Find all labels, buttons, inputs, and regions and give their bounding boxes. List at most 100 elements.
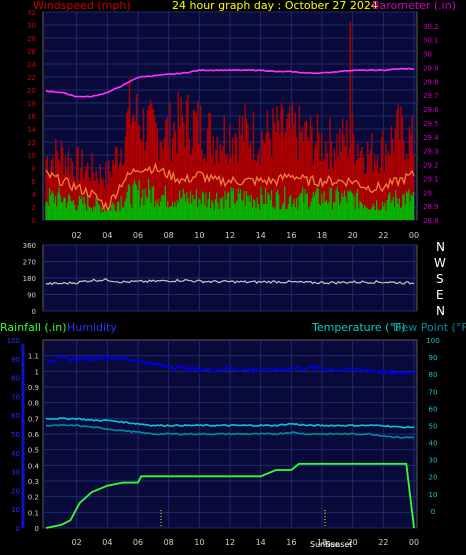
humidity-line — [45, 353, 415, 377]
baro-y-tick-label: 29.7 — [423, 92, 439, 100]
dewpoint-line — [45, 423, 414, 439]
baro-y-tick-label: 28.8 — [423, 217, 439, 225]
climate-x-tick-label: 12 — [225, 538, 235, 547]
baro-y-tick-label: 29 — [423, 189, 432, 197]
wind-x-tick-label: 06 — [133, 231, 143, 240]
temp-y-tick-label: 30 — [429, 457, 438, 465]
wind-y-tick-label: 16 — [27, 113, 36, 121]
baro-y-tick-label: 29.1 — [423, 175, 439, 183]
humidity-y-tick-label: 20 — [11, 487, 20, 495]
wind-x-tick-label: 14 — [256, 231, 266, 240]
dewpoint-axis-label: Dew Point (°F) — [393, 321, 466, 334]
temp-y-tick-label: 100 — [426, 337, 439, 345]
wind-average-line — [45, 162, 415, 212]
sunset-label: Sunset — [325, 540, 352, 549]
rain-y-tick-label: 0.6 — [28, 431, 40, 439]
temp-y-tick-label: 20 — [429, 474, 438, 482]
direction-letter-s: S — [436, 272, 444, 286]
wind-x-tick-label: 04 — [102, 231, 112, 240]
wind-y-tick-label: 22 — [27, 74, 36, 82]
climate-x-tick-label: 06 — [133, 538, 143, 547]
humidity-y-tick-label: 10 — [11, 506, 20, 514]
direction-letter-w: W — [434, 256, 446, 270]
direction-letter-e: E — [436, 288, 444, 302]
humidity-y-tick-label: 100 — [7, 337, 20, 345]
wind-y-tick-label: 26 — [27, 48, 36, 56]
wind-y-tick-label: 2 — [32, 204, 36, 212]
axis-ticks: 02 04 06 08 10 12 14 16 18 20 22 000246810121416182… — [7, 9, 440, 547]
rain-y-tick-label: 0.3 — [28, 478, 39, 486]
climate-x-tick-label: 04 — [102, 538, 112, 547]
sunrise-label: Sunrise — [310, 540, 340, 549]
climate-x-tick-label: 10 — [194, 538, 204, 547]
climate-x-tick-label: 16 — [286, 538, 296, 547]
wind-y-tick-label: 20 — [27, 87, 36, 95]
wind-x-tick-label: 12 — [225, 231, 235, 240]
direction-y-tick-label: 270 — [23, 259, 36, 267]
baro-y-tick-label: 29.6 — [423, 106, 439, 114]
temp-y-tick-label: 40 — [429, 440, 438, 448]
temp-y-tick-label: 60 — [429, 405, 438, 413]
temp-y-tick-label: 80 — [429, 371, 438, 379]
baro-y-tick-label: 29.8 — [423, 78, 439, 86]
temperature-axis-label: Temperature (°F) — [311, 321, 406, 334]
rain-y-tick-label: 0.9 — [28, 384, 39, 392]
wind-y-tick-label: 4 — [32, 191, 37, 199]
humidity-y-tick-label: 0 — [16, 525, 20, 533]
wind-y-tick-label: 18 — [27, 100, 36, 108]
direction-y-tick-label: 360 — [23, 242, 36, 250]
chart-title: 24 hour graph day : October 27 2024 — [172, 0, 378, 12]
wind-x-tick-label: 22 — [378, 231, 388, 240]
rain-y-tick-label: 0.5 — [28, 447, 39, 455]
humidity-y-tick-label: 70 — [11, 393, 20, 401]
baro-y-tick-label: 29.9 — [423, 64, 439, 72]
baro-y-tick-label: 29.5 — [423, 120, 439, 128]
wind-x-tick-label: 10 — [194, 231, 204, 240]
wind-y-tick-label: 10 — [27, 152, 36, 160]
rainfall-line — [45, 462, 415, 529]
baro-y-tick-label: 29.4 — [423, 134, 439, 142]
rain-y-tick-label: 0.7 — [28, 415, 39, 423]
temp-y-tick-label: 50 — [429, 422, 438, 430]
humidity-y-tick-label: 30 — [11, 469, 20, 477]
direction-letter-n-bottom: N — [436, 304, 445, 318]
baro-y-tick-label: 28.9 — [423, 203, 439, 211]
rain-y-tick-label: 0.2 — [28, 494, 39, 502]
climate-x-tick-label: 20 — [348, 538, 358, 547]
wind-y-tick-label: 6 — [32, 178, 37, 186]
wind-x-tick-label: 16 — [286, 231, 296, 240]
rain-y-tick-label: 1.1 — [28, 353, 39, 361]
wind-x-tick-label: 20 — [348, 231, 358, 240]
direction-y-tick-label: 180 — [23, 275, 36, 283]
wind-x-tick-label: 00 — [409, 231, 419, 240]
direction-line — [45, 277, 415, 286]
wind-y-tick-label: 12 — [27, 139, 36, 147]
humidity-y-tick-label: 80 — [11, 375, 20, 383]
climate-x-tick-label: 02 — [72, 538, 82, 547]
baro-y-tick-label: 30.1 — [423, 37, 439, 45]
humidity-y-tick-label: 50 — [11, 431, 20, 439]
baro-y-tick-label: 29.2 — [423, 162, 439, 170]
wind-y-tick-label: 14 — [27, 126, 36, 134]
wind-axis-label: Windspeed (mph) — [33, 0, 131, 12]
temp-y-tick-label: 70 — [429, 388, 438, 396]
humidity-axis-label: Humidity — [67, 321, 117, 334]
temp-y-tick-label: 0 — [431, 508, 435, 516]
wind-y-tick-label: 24 — [27, 61, 36, 69]
barometer-line — [45, 67, 415, 98]
temp-y-tick-label: 10 — [429, 491, 438, 499]
baro-y-tick-label: 29.3 — [423, 148, 439, 156]
rainfall-axis-label: Rainfall (.in) — [0, 321, 67, 334]
climate-x-tick-label: 22 — [378, 538, 388, 547]
wind-y-tick-label: 8 — [32, 165, 36, 173]
rain-y-tick-label: 0 — [35, 525, 39, 533]
wind-y-tick-label: 32 — [27, 9, 36, 17]
climate-x-tick-label: 18 — [317, 538, 327, 547]
baro-axis-label: Barometer (.in) — [372, 0, 456, 12]
rain-y-tick-label: 1 — [35, 368, 39, 376]
humidity-y-tick-label: 90 — [11, 356, 20, 364]
climate-x-tick-label: 08 — [164, 538, 174, 547]
wind-x-tick-label: 08 — [164, 231, 174, 240]
